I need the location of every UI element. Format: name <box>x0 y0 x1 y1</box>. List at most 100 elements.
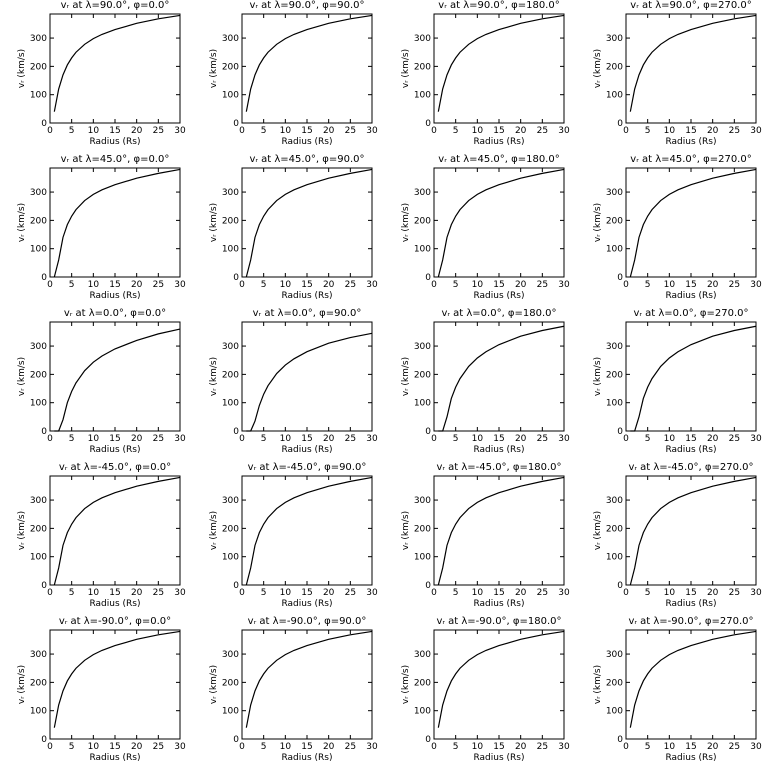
x-tick-label: 10 <box>280 126 292 136</box>
x-tick-label: 15 <box>109 434 120 444</box>
data-line <box>53 630 181 728</box>
x-tick-label: 0 <box>623 126 629 136</box>
x-tick-label: 20 <box>131 588 143 598</box>
data-line <box>246 332 373 432</box>
x-tick-label: 25 <box>345 280 356 290</box>
x-axis-label: Radius (Rs) <box>281 291 332 301</box>
y-tick-label: 0 <box>233 735 239 745</box>
x-tick-label: 30 <box>174 434 186 444</box>
y-tick-label: 300 <box>606 496 623 506</box>
plot-frame <box>433 321 565 432</box>
x-tick-label: 15 <box>301 742 312 752</box>
data-line <box>438 325 565 432</box>
y-tick-label: 200 <box>414 216 431 226</box>
chart-title: vᵣ at λ=-45.0°, φ=270.0° <box>628 462 753 473</box>
x-tick-label: 0 <box>431 434 437 444</box>
x-tick-label: 5 <box>645 126 651 136</box>
y-axis-label: vᵣ (km/s) <box>593 511 603 550</box>
data-line <box>245 14 373 112</box>
y-tick-label: 300 <box>222 342 239 352</box>
x-tick-label: 10 <box>664 126 676 136</box>
y-tick-label: 0 <box>425 581 431 591</box>
x-tick-label: 25 <box>729 126 740 136</box>
x-tick-label: 0 <box>47 434 53 444</box>
x-tick-label: 0 <box>623 588 629 598</box>
y-tick-label: 200 <box>30 216 47 226</box>
x-tick-label: 15 <box>301 588 312 598</box>
x-tick-label: 0 <box>239 742 245 752</box>
y-tick-label: 0 <box>233 119 239 129</box>
y-tick-label: 200 <box>606 524 623 534</box>
x-tick-label: 10 <box>664 588 676 598</box>
chart-title: vᵣ at λ=45.0°, φ=90.0° <box>249 154 364 165</box>
x-tick-label: 5 <box>645 434 651 444</box>
x-tick-label: 10 <box>280 434 292 444</box>
x-tick-label: 5 <box>69 126 75 136</box>
y-tick-label: 200 <box>414 678 431 688</box>
x-axis-label: Radius (Rs) <box>473 753 524 763</box>
plot-frame <box>241 629 373 740</box>
x-tick-label: 0 <box>239 588 245 598</box>
y-tick-label: 200 <box>222 216 239 226</box>
x-tick-label: 25 <box>537 588 548 598</box>
y-tick-label: 100 <box>606 91 623 101</box>
x-tick-label: 20 <box>131 742 143 752</box>
x-tick-label: 0 <box>239 126 245 136</box>
x-axis-label: Radius (Rs) <box>281 599 332 609</box>
chart-title: vᵣ at λ=45.0°, φ=270.0° <box>630 154 751 165</box>
chart-title: vᵣ at λ=-90.0°, φ=0.0° <box>59 616 171 627</box>
plot-frame <box>625 629 757 740</box>
data-line <box>629 14 757 112</box>
y-axis-label: vᵣ (km/s) <box>209 203 219 242</box>
data-line <box>245 630 373 728</box>
x-tick-label: 10 <box>664 742 676 752</box>
x-tick-label: 5 <box>453 126 459 136</box>
chart-title: vᵣ at λ=0.0°, φ=270.0° <box>633 308 748 319</box>
x-tick-label: 30 <box>750 280 762 290</box>
y-axis-label: vᵣ (km/s) <box>401 49 411 88</box>
y-tick-label: 200 <box>30 678 47 688</box>
x-tick-label: 15 <box>109 280 120 290</box>
x-tick-label: 0 <box>431 588 437 598</box>
data-line <box>245 168 373 278</box>
x-tick-label: 25 <box>729 742 740 752</box>
x-tick-label: 10 <box>88 742 100 752</box>
x-tick-label: 20 <box>707 280 719 290</box>
data-line <box>53 476 181 586</box>
x-tick-label: 25 <box>537 126 548 136</box>
data-line <box>629 168 757 278</box>
y-tick-label: 0 <box>617 581 623 591</box>
y-tick-label: 300 <box>606 188 623 198</box>
x-tick-label: 20 <box>707 434 719 444</box>
y-tick-label: 0 <box>425 119 431 129</box>
x-tick-label: 20 <box>515 280 527 290</box>
y-tick-label: 0 <box>617 119 623 129</box>
plot-frame <box>241 321 373 432</box>
data-line <box>629 476 757 586</box>
y-axis-label: vᵣ (km/s) <box>209 511 219 550</box>
x-axis-label: Radius (Rs) <box>89 291 140 301</box>
x-tick-label: 5 <box>453 434 459 444</box>
x-tick-label: 20 <box>323 280 335 290</box>
chart-title: vᵣ at λ=0.0°, φ=0.0° <box>64 308 166 319</box>
plot-frame <box>49 13 181 124</box>
plot-frame <box>49 321 181 432</box>
y-tick-label: 100 <box>30 553 47 563</box>
plot-frame <box>49 629 181 740</box>
x-tick-label: 5 <box>69 434 75 444</box>
plot-frame <box>625 321 757 432</box>
x-axis-label: Radius (Rs) <box>473 291 524 301</box>
x-tick-label: 30 <box>558 434 570 444</box>
y-tick-label: 100 <box>30 245 47 255</box>
x-axis-label: Radius (Rs) <box>665 137 716 147</box>
x-axis-label: Radius (Rs) <box>281 445 332 455</box>
y-tick-label: 200 <box>414 524 431 534</box>
y-tick-label: 200 <box>606 370 623 380</box>
data-line <box>437 14 565 112</box>
x-tick-label: 30 <box>366 742 378 752</box>
x-tick-label: 0 <box>47 588 53 598</box>
y-tick-label: 300 <box>30 496 47 506</box>
y-tick-label: 300 <box>414 496 431 506</box>
x-tick-label: 5 <box>453 742 459 752</box>
